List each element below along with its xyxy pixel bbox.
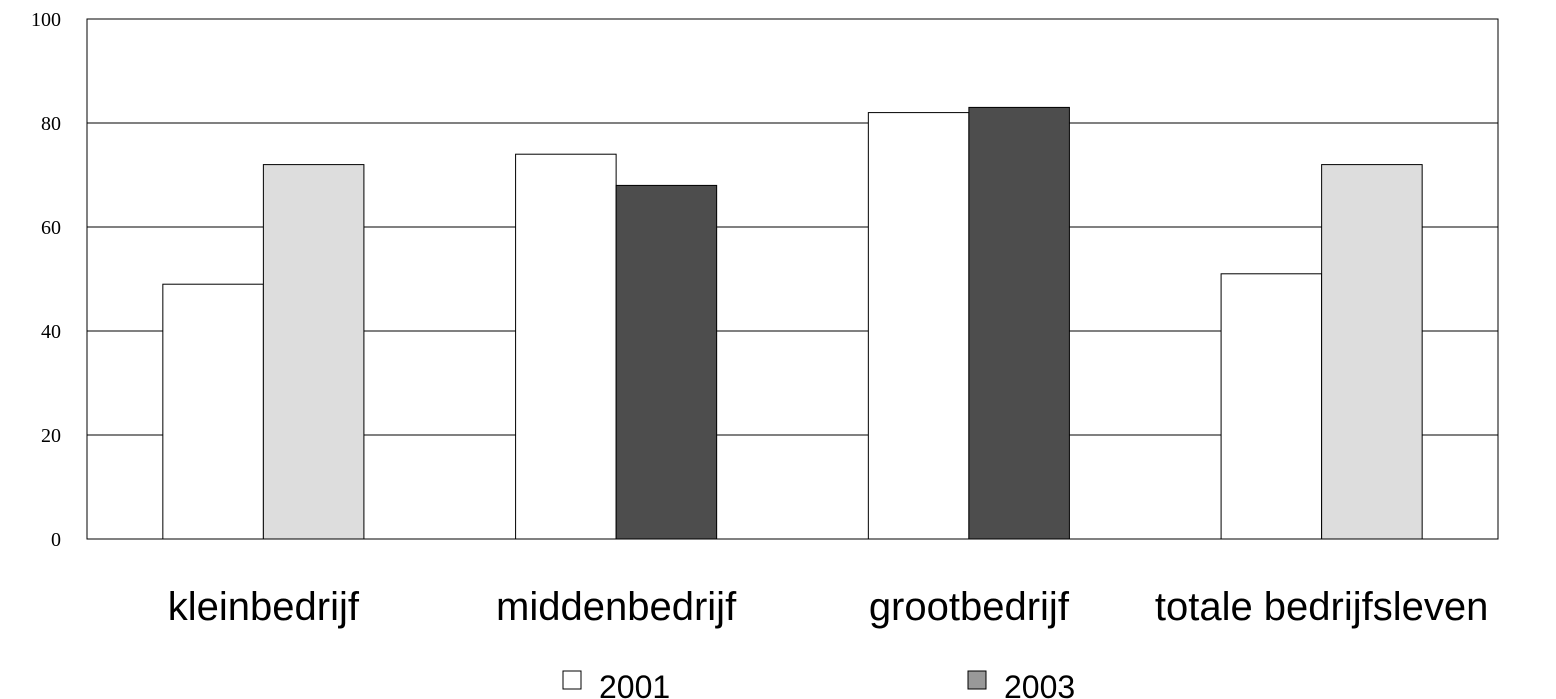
y-tick-label-100: 100 [31, 9, 61, 31]
legend-swatch-2003 [967, 670, 987, 690]
y-tick-label-40: 40 [41, 321, 61, 343]
legend-label-2003: 2003 [1004, 669, 1075, 699]
y-tick-label-0: 0 [51, 529, 61, 551]
bar-2003-grootbedrijf [968, 106, 1070, 540]
x-tick-label-middenbedrijf: middenbedrijf [496, 585, 737, 629]
x-axis-category-labels: kleinbedrijf middenbedrijf grootbedrijf tot… [168, 585, 1489, 629]
bar-2003-kleinbedrijf [262, 164, 365, 540]
plot-frame [86, 18, 1499, 540]
bar-2001-middenbedrijf [515, 153, 617, 540]
bar-2003-middenbedrijf [615, 184, 718, 540]
x-tick-label-kleinbedrijf: kleinbedrijf [168, 585, 360, 629]
bar-2001-grootbedrijf [867, 112, 970, 540]
bar-2001-totale-bedrijfsleven [1220, 273, 1323, 540]
bar-2001-kleinbedrijf [162, 283, 264, 540]
legend-label-2001: 2001 [599, 669, 670, 699]
bars [162, 106, 1423, 540]
y-tick-label-20: 20 [41, 425, 61, 447]
y-axis-tick-labels: 0 20 40 60 80 100 [31, 9, 61, 551]
y-tick-label-60: 60 [41, 217, 61, 239]
x-tick-label-grootbedrijf: grootbedrijf [869, 585, 1070, 629]
bar-2003-totale-bedrijfsleven [1321, 164, 1423, 540]
x-tick-label-totale-bedrijfsleven: totale bedrijfsleven [1155, 585, 1489, 629]
legend-swatch-2001 [562, 670, 582, 690]
legend: 2001 2003 [562, 669, 1075, 699]
y-tick-label-80: 80 [41, 113, 61, 135]
